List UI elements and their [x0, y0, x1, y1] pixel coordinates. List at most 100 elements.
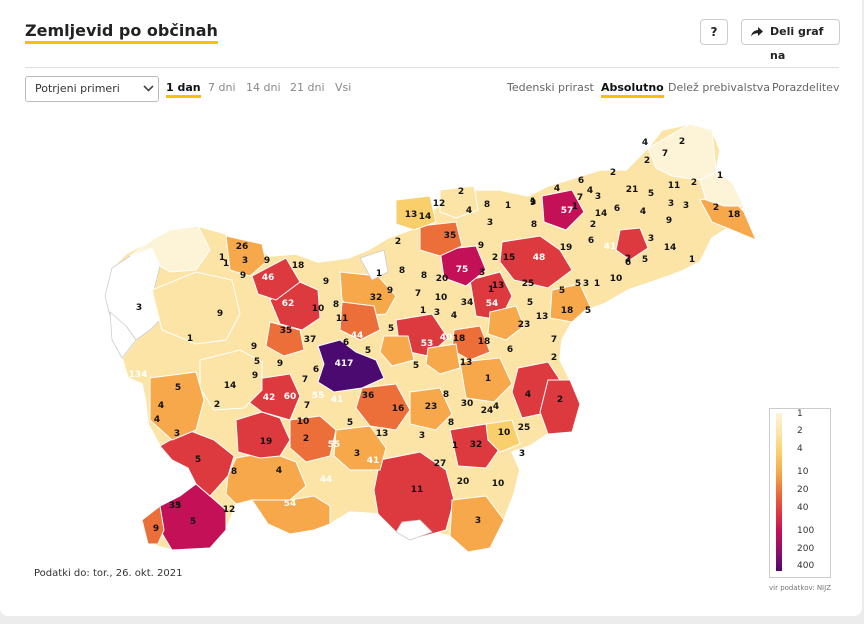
municipality-value-label: 1 [530, 197, 536, 207]
municipality-value-label: 10 [297, 417, 310, 427]
chevron-down-icon [143, 85, 154, 92]
mode-distribution[interactable]: Porazdelitev [772, 81, 840, 94]
municipality-value-label: 40 [440, 333, 453, 343]
municipality-value-label: 2 [590, 220, 596, 230]
municipality-value-label: 5 [365, 346, 371, 356]
municipality-value-label: 4 [451, 311, 457, 321]
municipality-value-label: 4 [525, 390, 531, 400]
region-ribnica [333, 425, 387, 471]
region-brezice [539, 379, 581, 435]
municipality-value-label: 11 [411, 485, 424, 495]
municipality-value-label: 3 [434, 308, 440, 318]
municipality-value-label: 9 [252, 371, 258, 381]
region-litija [379, 335, 415, 367]
legend-tick: 4 [797, 444, 803, 454]
municipality-value-label: 8 [448, 418, 454, 428]
municipality-value-label: 4 [554, 184, 560, 194]
region-tolmin [151, 271, 241, 345]
region-white-nw [109, 311, 137, 359]
municipality-value-label: 3 [595, 192, 601, 202]
municipality-value-label: 1 [572, 202, 578, 212]
share-button[interactable]: Deli graf na [741, 19, 840, 62]
municipality-value-label: 9 [264, 256, 270, 266]
region-maribor [499, 235, 573, 289]
mode-population-share[interactable]: Delež prebivalstva [668, 81, 771, 94]
municipality-value-label: 5 [648, 189, 654, 199]
region-ptuj [549, 283, 591, 323]
municipality-value-label: 3 [136, 303, 142, 313]
municipality-value-label: 4 [158, 401, 164, 411]
region-lendava [699, 171, 745, 207]
municipality-value-label: 2 [610, 168, 616, 178]
municipality-value-label: 19 [260, 437, 273, 447]
municipality-value-label: 1 [689, 255, 695, 265]
municipality-value-label: 32 [470, 440, 483, 450]
municipality-value-label: 24 [481, 406, 494, 416]
municipality-value-label: 2 [492, 253, 498, 263]
municipality-value-label: 2 [557, 395, 563, 405]
legend-tick: 2 [797, 426, 803, 436]
municipality-value-label: 8 [231, 467, 237, 477]
municipality-value-label: 3 [175, 501, 181, 511]
municipality-value-label: 1 [187, 334, 193, 344]
municipality-value-label: 10 [498, 428, 511, 438]
municipality-value-label: 1 [717, 171, 723, 181]
help-button[interactable]: ? [700, 19, 728, 45]
municipality-value-label: 3 [419, 431, 425, 441]
municipality-value-label: 11 [668, 181, 681, 191]
municipality-value-label: 2 [303, 434, 309, 444]
municipality-value-label: 5 [254, 357, 260, 367]
period-1-day[interactable]: 1 dan [166, 81, 201, 98]
municipality-value-label: 3 [354, 449, 360, 459]
period-7-days[interactable]: 7 dni [208, 81, 236, 94]
municipality-value-label: 25 [518, 423, 531, 433]
region-jesenice [225, 235, 267, 277]
municipality-value-label: 13 [460, 358, 473, 368]
municipality-value-label: 46 [145, 273, 158, 283]
municipality-value-label: 12 [433, 199, 446, 209]
municipality-value-label: 27 [434, 459, 447, 469]
period-all[interactable]: Vsi [335, 81, 352, 94]
mode-absolute[interactable]: Absolutno [601, 81, 664, 98]
municipality-value-label: 7 [662, 149, 668, 159]
mode-weekly-growth[interactable]: Tedenski prirast [507, 81, 594, 94]
municipality-value-label: 41 [331, 395, 344, 405]
municipality-value-label: 13 [492, 281, 505, 291]
region-cerknica [289, 415, 337, 463]
municipality-value-label: 16 [392, 404, 405, 414]
municipality-value-label: 1 [219, 253, 225, 263]
municipality-value-label: 8 [484, 200, 490, 210]
municipality-value-label: 19 [560, 243, 573, 253]
region-velenje [439, 245, 487, 287]
municipality-value-label: 54 [486, 299, 499, 309]
municipality-value-label: 417 [335, 359, 354, 369]
municipality-value-label: 14 [664, 243, 677, 253]
municipality-value-label: 44 [351, 331, 364, 341]
region-west-1 [129, 225, 211, 273]
municipality-value-label: 3 [648, 234, 654, 244]
region-kranjska [251, 257, 301, 301]
share-arrow-icon [751, 27, 763, 37]
municipality-value-label: 3 [683, 201, 689, 211]
municipality-value-label: 2 [644, 156, 650, 166]
region-white-center [359, 249, 389, 281]
municipality-value-label: 4 [587, 186, 593, 196]
municipality-value-label: 4 [466, 206, 472, 216]
municipality-value-label: 5 [527, 298, 533, 308]
color-legend: 1 2 4 10 20 40 100 200 400 [769, 408, 831, 578]
region-ormoz [615, 227, 649, 261]
period-14-days[interactable]: 14 dni [246, 81, 281, 94]
municipality-value-label: 6 [614, 204, 620, 214]
municipality-value-label: 1 [452, 441, 458, 451]
municipality-value-label: 62 [282, 299, 295, 309]
region-radlje [439, 185, 479, 219]
municipality-value-label: 5 [642, 255, 648, 265]
metric-select[interactable]: Potrjeni primeri [25, 76, 159, 102]
municipality-value-label: 5 [559, 286, 565, 296]
period-21-days[interactable]: 21 dni [290, 81, 325, 94]
municipality-value-label: 1 [505, 201, 511, 211]
legend-tick: 20 [797, 485, 809, 495]
municipality-value-label: 7 [415, 289, 421, 299]
municipality-value-label: 5 [575, 279, 581, 289]
